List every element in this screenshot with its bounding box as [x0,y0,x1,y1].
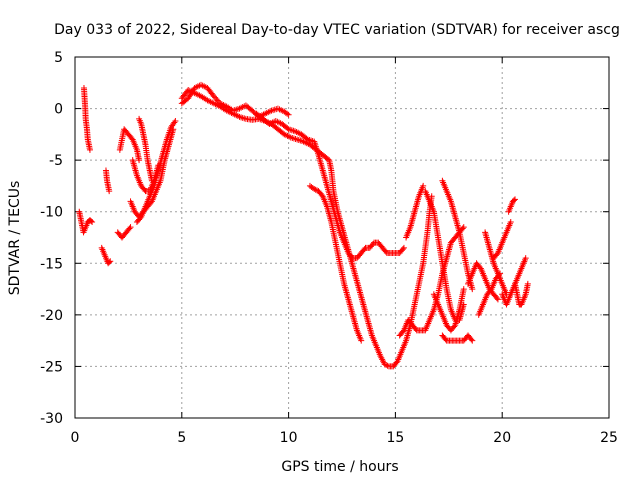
y-tick-label: 5 [54,50,63,66]
series-track-b-spike [80,84,93,153]
series-track-evening-g [512,280,531,308]
series-track-afternoon-d [430,286,467,334]
data-point-marks [439,332,476,344]
series-track-evening-d [490,219,514,262]
series-track-d [102,167,113,195]
y-tick-label: -15 [40,256,63,272]
data-point-marks [403,182,427,241]
data-point-marks [102,167,113,195]
series-track-g [127,126,177,220]
y-tick-label: -30 [40,411,63,427]
series-track-c [98,244,114,267]
plot-frame [74,56,610,419]
data-point-marks [76,208,96,236]
data-point-marks [306,182,365,344]
data-point-marks [116,126,143,164]
series-track-i [133,117,179,226]
series-track-steep [306,182,365,344]
data-point-marks [98,244,114,267]
y-tick-label: -5 [49,153,63,169]
series-track-a-early [76,208,96,236]
data-point-marks [482,229,510,298]
series-track-e [114,224,134,241]
series-track-afternoon-a [403,182,427,241]
y-tick-label: -25 [40,359,63,375]
x-axis-label: GPS time / hours [281,459,398,475]
data-point-marks [490,219,514,262]
data-point-marks [512,280,531,308]
series-track-evening-c [482,229,510,298]
data-point-marks [133,117,179,226]
y-tick-label: -20 [40,308,63,324]
series-track-afternoon-e [439,332,476,344]
x-tick-label: 5 [177,430,186,446]
y-axis-label: SDTVAR / TECUs [7,181,23,296]
data-point-marks [253,110,407,262]
data-point-marks [80,84,93,153]
series-track-mid [253,110,407,262]
data-point-marks [127,126,177,220]
x-tick-label: 15 [386,430,404,446]
y-tick-label: -10 [40,205,63,221]
x-tick-label: 20 [493,430,511,446]
data-point-marks [178,87,435,370]
x-tick-label: 25 [600,430,618,446]
data-point-marks [505,196,519,215]
y-tick-label: 0 [54,102,63,118]
x-tick-label: 0 [71,430,80,446]
data-point-marks [136,115,155,184]
data-point-marks [114,224,134,241]
data-point-marks [430,286,467,334]
series-track-j [136,115,155,184]
series-track-evening-f [505,196,519,215]
data-marks [76,81,531,370]
series-track-main [178,87,435,370]
x-tick-label: 10 [280,430,298,446]
series-track-f [116,126,143,164]
chart-title: Day 033 of 2022, Sidereal Day-to-day VTE… [54,22,620,38]
axis-ticks: 0 5 10 15 20 25 -30 -25 -20 -15 -10 -5 0 5 [40,50,618,446]
